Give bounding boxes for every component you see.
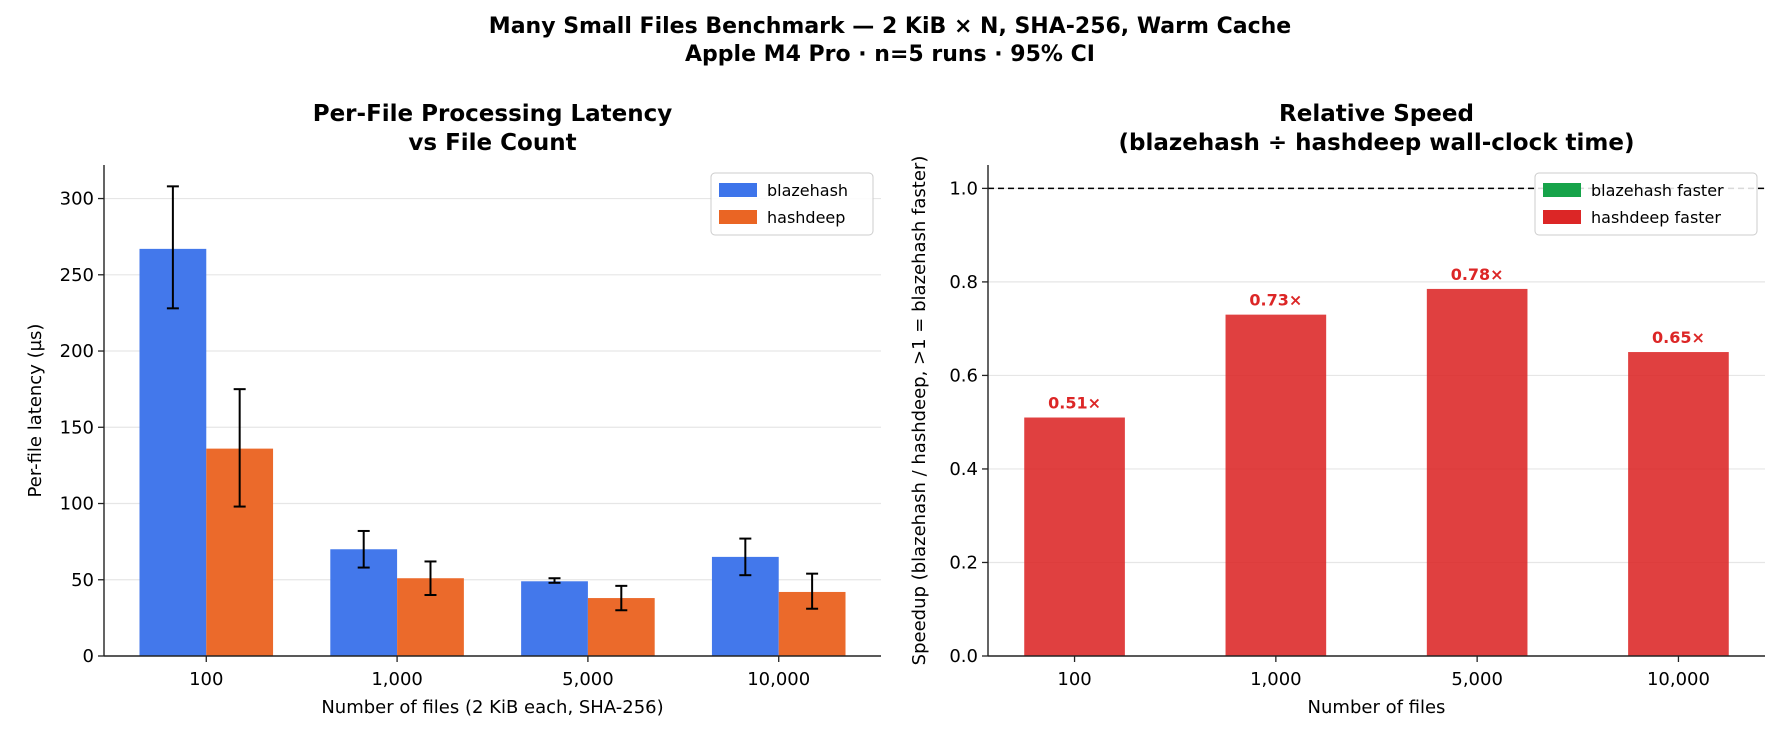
legend-label: hashdeep: [767, 208, 845, 227]
legend-swatch: [1543, 183, 1581, 197]
y-tick-label: 0.2: [949, 552, 978, 573]
suptitle-line-1: Many Small Files Benchmark — 2 KiB × N, …: [489, 14, 1291, 39]
legend-label: blazehash faster: [1591, 181, 1724, 200]
bar-blazehash: [521, 581, 588, 656]
y-tick-label: 150: [60, 417, 94, 438]
legend-label: hashdeep faster: [1591, 208, 1721, 227]
legend-swatch: [1543, 210, 1581, 224]
y-tick-label: 1.0: [949, 178, 978, 199]
y-tick-label: 0.0: [949, 646, 978, 667]
chart-title: Relative Speed: [1279, 101, 1474, 127]
x-tick-label: 5,000: [1451, 669, 1503, 690]
legend-swatch: [719, 210, 757, 224]
legend-label: blazehash: [767, 181, 848, 200]
y-tick-label: 0.8: [949, 272, 978, 293]
chart-title: vs File Count: [408, 130, 576, 156]
x-tick-label: 100: [1057, 669, 1091, 690]
data-label: 0.51×: [1048, 394, 1101, 413]
x-axis-label: Number of files (2 KiB each, SHA-256): [321, 697, 663, 718]
x-axis-label: Number of files: [1308, 697, 1446, 718]
y-tick-label: 0: [83, 646, 94, 667]
y-tick-label: 300: [60, 189, 94, 210]
speedup-chart: 0.0 0.2 0.4 0.6 0.8 1.0 100 1,000 5,000 10,000 Num…: [909, 101, 1765, 718]
chart-title: (blazehash ÷ hashdeep wall-clock time): [1119, 130, 1635, 156]
bar-blazehash: [139, 248, 207, 656]
suptitle-line-2: Apple M4 Pro · n=5 runs · 95% CI: [685, 42, 1095, 67]
x-tick-label: 10,000: [747, 669, 810, 690]
speedup-bar: [1024, 417, 1125, 656]
y-tick-label: 0.4: [949, 459, 978, 480]
y-tick-label: 250: [60, 265, 94, 286]
x-tick-label: 5,000: [562, 669, 614, 690]
data-label: 0.73×: [1249, 291, 1302, 310]
speedup-bar: [1628, 352, 1729, 656]
y-tick-label: 0.6: [949, 365, 978, 386]
x-tick-label: 1,000: [1250, 669, 1302, 690]
data-label: 0.65×: [1652, 328, 1705, 347]
latency-chart: 0 50 100 150 200 250 300 100 1,000 5,000 10,000 Num…: [25, 101, 881, 718]
y-axis-label: Speedup (blazehash / hashdeep, >1 = blaz…: [909, 156, 930, 666]
legend: [1534, 172, 1758, 236]
x-tick-label: 100: [189, 669, 223, 690]
y-tick-label: 100: [60, 494, 94, 515]
y-tick-label: 50: [71, 570, 94, 591]
chart-title: Per-File Processing Latency: [313, 101, 673, 127]
speedup-bar: [1225, 314, 1327, 656]
y-axis-label: Per-file latency (µs): [25, 324, 46, 498]
x-tick-label: 1,000: [371, 669, 423, 690]
y-tick-label: 200: [60, 341, 94, 362]
legend-swatch: [719, 183, 757, 197]
speedup-bar: [1426, 288, 1528, 656]
x-tick-label: 10,000: [1647, 669, 1710, 690]
data-label: 0.78×: [1451, 265, 1504, 284]
